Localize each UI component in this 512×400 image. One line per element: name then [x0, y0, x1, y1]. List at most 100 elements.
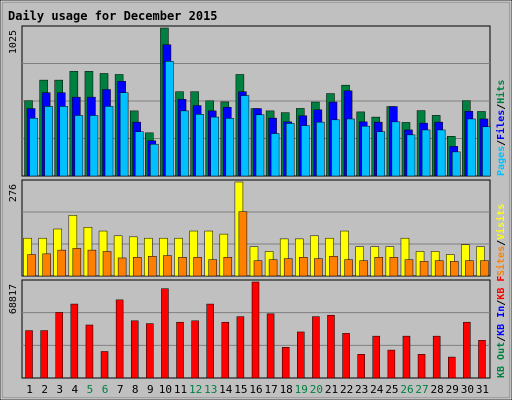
- day-axis: 1 2 3 4 5 6 7 8 9 10 11 12 13 14 15 16 17 18 19 20 21 22 23 24 2…: [26, 383, 489, 396]
- legend-entry: /: [496, 104, 507, 110]
- bar-pages-day-1: [29, 117, 38, 177]
- bar-sites-day-7: [117, 257, 127, 277]
- bar-pages-day-16: [255, 114, 265, 177]
- bar-sites-day-23: [359, 260, 368, 277]
- day-label: 6: [102, 383, 109, 396]
- bar-pages-day-5: [89, 115, 99, 177]
- bar-pages-day-31: [482, 126, 491, 177]
- bar-kb-f-day-16: [251, 281, 260, 379]
- day-label: 9: [147, 383, 154, 396]
- bar-sites-day-6: [102, 251, 112, 277]
- bar-kb-f-day-6: [100, 351, 109, 379]
- bar-kb-f-day-5: [85, 324, 94, 379]
- bar-sites-day-30: [465, 260, 474, 277]
- day-label: 1: [26, 383, 33, 396]
- legend-entry: Sites: [495, 246, 507, 276]
- bar-sites-day-11: [178, 257, 187, 277]
- bar-sites-day-14: [223, 257, 233, 277]
- bar-kb-f-day-26: [402, 335, 411, 379]
- day-label: 29: [446, 383, 459, 396]
- bar-kb-f-day-20: [312, 316, 320, 379]
- day-label: 5: [87, 383, 94, 396]
- bar-sites-day-10: [163, 255, 172, 277]
- day-label: 4: [72, 383, 79, 396]
- bar-pages-day-26: [406, 134, 416, 177]
- panel-middle: 276 Sites/Visits: [8, 179, 507, 277]
- bar-pages-day-28: [436, 129, 446, 177]
- bar-sites-day-9: [148, 256, 157, 277]
- day-label: 7: [117, 383, 124, 396]
- bar-kb-f-day-4: [70, 303, 79, 379]
- bar-pages-day-13: [210, 116, 219, 177]
- bar-kb-f-day-9: [146, 323, 154, 379]
- bar-sites-day-21: [329, 256, 338, 277]
- chart-title: Daily usage for December 2015: [8, 9, 218, 23]
- bar-pages-day-24: [376, 131, 386, 177]
- bar-pages-day-23: [361, 125, 370, 177]
- bar-kb-f-day-29: [448, 356, 456, 379]
- legend-entry: KB F: [496, 276, 507, 300]
- axis-max-label: 68817: [8, 284, 19, 314]
- bar-kb-f-day-3: [55, 312, 63, 379]
- bar-pages-day-19: [301, 125, 310, 177]
- day-label: 20: [310, 383, 323, 396]
- legend-entry: Visits: [495, 204, 507, 240]
- bar-sites-day-5: [87, 249, 97, 277]
- bar-sites-day-19: [299, 257, 308, 277]
- day-label: 13: [204, 383, 217, 396]
- day-label: 30: [461, 383, 474, 396]
- bar-pages-day-18: [285, 123, 295, 177]
- day-label: 18: [280, 383, 293, 396]
- bar-pages-day-14: [225, 118, 235, 177]
- bar-kb-f-day-12: [191, 320, 199, 379]
- panel-legend: Pages/Files/Hits: [495, 80, 507, 176]
- bar-pages-day-8: [134, 131, 144, 177]
- bar-pages-day-7: [119, 92, 129, 177]
- day-label: 14: [219, 383, 233, 396]
- bar-kb-f-day-11: [176, 321, 184, 379]
- day-label: 28: [431, 383, 444, 396]
- legend-entry: Hits: [495, 80, 507, 104]
- bar-kb-f-day-27: [417, 354, 426, 379]
- bar-sites-day-4: [72, 248, 82, 277]
- day-label: 25: [385, 383, 398, 396]
- bar-kb-f-day-21: [327, 314, 335, 379]
- bar-pages-day-15: [240, 95, 250, 177]
- legend-entry: /: [496, 240, 507, 246]
- bar-kb-f-day-24: [372, 335, 381, 379]
- panel-legend: Sites/Visits: [495, 204, 507, 276]
- bar-sites-day-24: [374, 257, 384, 277]
- day-label: 16: [249, 383, 262, 396]
- bar-pages-day-17: [270, 133, 280, 177]
- bar-sites-day-29: [450, 261, 459, 277]
- bar-kb-f-day-23: [357, 354, 365, 379]
- bar-kb-f-day-14: [221, 321, 230, 379]
- bar-sites-day-16: [253, 260, 263, 277]
- day-label: 15: [234, 383, 247, 396]
- bar-sites-day-17: [268, 259, 278, 277]
- bar-pages-day-30: [467, 118, 476, 177]
- bar-pages-day-2: [44, 106, 53, 177]
- legend-entry: /: [496, 140, 507, 146]
- bar-pages-day-11: [180, 110, 189, 177]
- bar-pages-day-3: [59, 106, 68, 177]
- bar-kb-f-day-19: [297, 331, 305, 379]
- bar-kb-f-day-15: [236, 316, 245, 379]
- bar-pages-day-21: [331, 119, 340, 177]
- bar-sites-day-26: [404, 259, 414, 277]
- bar-pages-day-9: [150, 143, 159, 177]
- day-label: 2: [41, 383, 48, 396]
- bar-kb-f-day-28: [432, 335, 441, 379]
- bar-sites-day-28: [434, 260, 444, 277]
- bar-pages-day-20: [316, 121, 325, 177]
- bar-pages-day-10: [165, 61, 174, 177]
- day-label: 11: [174, 383, 187, 396]
- day-label: 10: [159, 383, 172, 396]
- bar-sites-day-20: [314, 258, 323, 277]
- bar-kb-f-day-2: [40, 330, 48, 379]
- legend-entry: KB Out: [496, 342, 507, 378]
- day-label: 12: [189, 383, 202, 396]
- legend-entry: /: [496, 300, 507, 306]
- day-label: 3: [56, 383, 63, 396]
